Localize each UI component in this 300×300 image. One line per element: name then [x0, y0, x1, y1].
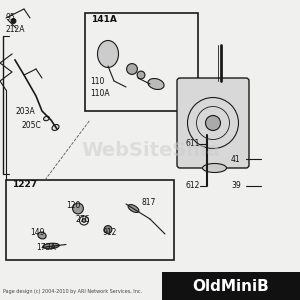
- Text: 912: 912: [102, 228, 116, 237]
- Ellipse shape: [38, 232, 46, 239]
- Text: 39: 39: [231, 182, 241, 190]
- Text: 212A: 212A: [6, 26, 26, 34]
- Text: 1227: 1227: [12, 180, 37, 189]
- Text: 612: 612: [186, 182, 200, 190]
- Text: 611: 611: [186, 140, 200, 148]
- Text: 276: 276: [75, 214, 89, 224]
- Circle shape: [104, 226, 112, 233]
- Text: 203A: 203A: [15, 106, 35, 116]
- Bar: [162, 272, 300, 300]
- Text: 149: 149: [30, 228, 44, 237]
- Text: 110: 110: [90, 76, 104, 85]
- Ellipse shape: [128, 205, 139, 212]
- Text: 110A: 110A: [90, 88, 110, 98]
- Bar: [85, 14, 198, 111]
- FancyBboxPatch shape: [177, 78, 249, 168]
- Ellipse shape: [52, 124, 59, 130]
- Bar: [6, 180, 174, 260]
- Ellipse shape: [44, 116, 50, 121]
- Text: Page design (c) 2004-2010 by ARI Network Services, Inc.: Page design (c) 2004-2010 by ARI Network…: [3, 289, 142, 293]
- Circle shape: [11, 19, 16, 23]
- Ellipse shape: [98, 40, 118, 68]
- Ellipse shape: [202, 164, 226, 172]
- Circle shape: [82, 219, 86, 222]
- Text: 95: 95: [6, 14, 16, 22]
- Text: 817: 817: [141, 198, 155, 207]
- Ellipse shape: [43, 243, 59, 249]
- Text: OldMiniB: OldMiniB: [193, 279, 269, 294]
- Text: 205C: 205C: [21, 122, 41, 130]
- Ellipse shape: [148, 79, 164, 89]
- Text: 173A: 173A: [36, 243, 56, 252]
- Circle shape: [127, 64, 137, 74]
- Text: WebSiteSma: WebSiteSma: [81, 140, 220, 160]
- Circle shape: [73, 203, 83, 214]
- Circle shape: [206, 116, 220, 130]
- Text: 41: 41: [231, 154, 241, 164]
- Text: 141A: 141A: [92, 15, 117, 24]
- Circle shape: [137, 71, 145, 79]
- Text: 120: 120: [66, 201, 80, 210]
